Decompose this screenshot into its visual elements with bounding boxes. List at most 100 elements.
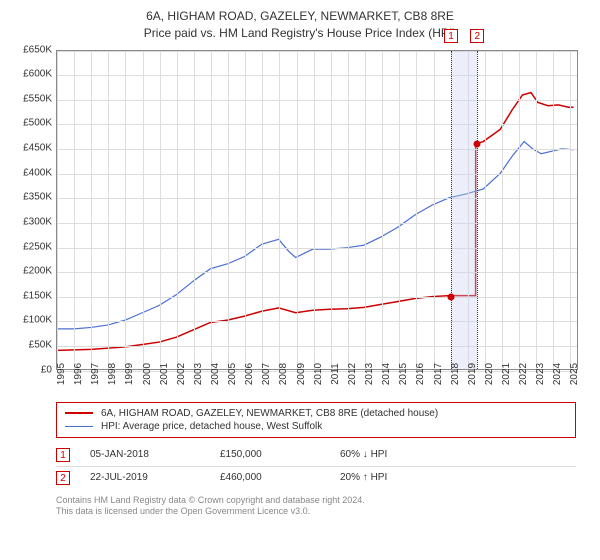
x-tick-label: 2003 (193, 362, 204, 384)
title-block: 6A, HIGHAM ROAD, GAZELEY, NEWMARKET, CB8… (12, 8, 588, 42)
series-line-hpi (57, 141, 574, 328)
grid-line-v (57, 51, 58, 369)
grid-line-v (331, 51, 332, 369)
sales-table: 1 05-JAN-2018 £150,000 60% ↓ HPI 2 22-JU… (56, 444, 576, 489)
x-tick-label: 2016 (415, 362, 426, 384)
grid-line-v (382, 51, 383, 369)
grid-line-v (536, 51, 537, 369)
grid-line-v (211, 51, 212, 369)
plot-region: 12 (56, 50, 578, 370)
grid-line-v (485, 51, 486, 369)
x-tick-label: 2010 (313, 362, 324, 384)
y-tick-label: £100K (23, 315, 52, 326)
grid-line-v (570, 51, 571, 369)
y-tick-label: £0 (41, 364, 52, 375)
sale-marker-box: 1 (56, 448, 70, 462)
marker-line (451, 51, 452, 369)
x-tick-label: 2006 (244, 362, 255, 384)
y-tick-label: £450K (23, 143, 52, 154)
grid-line-v (245, 51, 246, 369)
x-tick-label: 1997 (90, 362, 101, 384)
sale-price: £460,000 (220, 472, 320, 483)
marker-line (477, 51, 478, 369)
y-tick-label: £350K (23, 192, 52, 203)
x-axis-labels: 1995199619971998199920002001200220032004… (56, 372, 578, 400)
grid-line-h (57, 248, 577, 249)
grid-line-v (314, 51, 315, 369)
grid-line-h (57, 174, 577, 175)
x-tick-label: 1999 (124, 362, 135, 384)
y-tick-label: £300K (23, 216, 52, 227)
legend-row-hpi: HPI: Average price, detached house, West… (65, 420, 567, 433)
footer-line2: This data is licensed under the Open Gov… (56, 506, 588, 518)
y-tick-label: £650K (23, 44, 52, 55)
sale-row: 2 22-JUL-2019 £460,000 20% ↑ HPI (56, 467, 576, 489)
marker-dot (447, 293, 454, 300)
x-tick-label: 2008 (278, 362, 289, 384)
sale-delta: 20% ↑ HPI (340, 472, 460, 483)
grid-line-v (553, 51, 554, 369)
y-tick-label: £550K (23, 93, 52, 104)
x-tick-label: 2024 (552, 362, 563, 384)
grid-line-v (91, 51, 92, 369)
grid-line-v (399, 51, 400, 369)
chart-container: 6A, HIGHAM ROAD, GAZELEY, NEWMARKET, CB8… (0, 0, 600, 560)
grid-line-v (434, 51, 435, 369)
x-tick-label: 2004 (210, 362, 221, 384)
title-line2: Price paid vs. HM Land Registry's House … (12, 25, 588, 42)
grid-line-h (57, 149, 577, 150)
y-tick-label: £150K (23, 290, 52, 301)
grid-line-v (279, 51, 280, 369)
y-tick-label: £400K (23, 167, 52, 178)
y-axis-labels: £0£50K£100K£150K£200K£250K£300K£350K£400… (12, 50, 54, 370)
grid-line-h (57, 346, 577, 347)
x-tick-label: 2023 (535, 362, 546, 384)
x-tick-label: 2014 (381, 362, 392, 384)
grid-line-h (57, 297, 577, 298)
sale-marker-box: 2 (56, 471, 70, 485)
x-tick-label: 2012 (347, 362, 358, 384)
legend-swatch-hpi (65, 426, 93, 427)
x-tick-label: 2009 (296, 362, 307, 384)
grid-line-v (125, 51, 126, 369)
marker-dot (474, 141, 481, 148)
marker-box: 1 (444, 29, 458, 43)
x-tick-label: 1995 (56, 362, 67, 384)
x-tick-label: 2020 (484, 362, 495, 384)
x-tick-label: 2025 (569, 362, 580, 384)
grid-line-v (416, 51, 417, 369)
grid-line-h (57, 321, 577, 322)
x-tick-label: 2018 (450, 362, 461, 384)
sale-price: £150,000 (220, 449, 320, 460)
chart-area: £0£50K£100K£150K£200K£250K£300K£350K£400… (12, 50, 588, 400)
legend-row-property: 6A, HIGHAM ROAD, GAZELEY, NEWMARKET, CB8… (65, 407, 567, 420)
x-tick-label: 2002 (176, 362, 187, 384)
x-tick-label: 1996 (73, 362, 84, 384)
x-tick-label: 1998 (107, 362, 118, 384)
legend-swatch-property (65, 412, 93, 414)
x-tick-label: 2005 (227, 362, 238, 384)
grid-line-v (365, 51, 366, 369)
y-tick-label: £50K (29, 339, 52, 350)
sale-delta: 60% ↓ HPI (340, 449, 460, 460)
x-tick-label: 2013 (364, 362, 375, 384)
grid-line-v (160, 51, 161, 369)
sale-date: 22-JUL-2019 (90, 472, 200, 483)
legend-label-hpi: HPI: Average price, detached house, West… (101, 421, 322, 432)
grid-line-h (57, 100, 577, 101)
grid-line-v (194, 51, 195, 369)
grid-line-v (228, 51, 229, 369)
footer-line1: Contains HM Land Registry data © Crown c… (56, 495, 588, 507)
sale-row: 1 05-JAN-2018 £150,000 60% ↓ HPI (56, 444, 576, 467)
legend-label-property: 6A, HIGHAM ROAD, GAZELEY, NEWMARKET, CB8… (101, 408, 438, 419)
grid-line-v (177, 51, 178, 369)
x-tick-label: 2011 (330, 363, 341, 385)
title-line1: 6A, HIGHAM ROAD, GAZELEY, NEWMARKET, CB8… (12, 8, 588, 25)
y-tick-label: £200K (23, 266, 52, 277)
x-tick-label: 2000 (142, 362, 153, 384)
series-line-property (57, 92, 574, 350)
x-tick-label: 2022 (518, 362, 529, 384)
grid-line-h (57, 51, 577, 52)
grid-line-v (297, 51, 298, 369)
grid-line-h (57, 272, 577, 273)
